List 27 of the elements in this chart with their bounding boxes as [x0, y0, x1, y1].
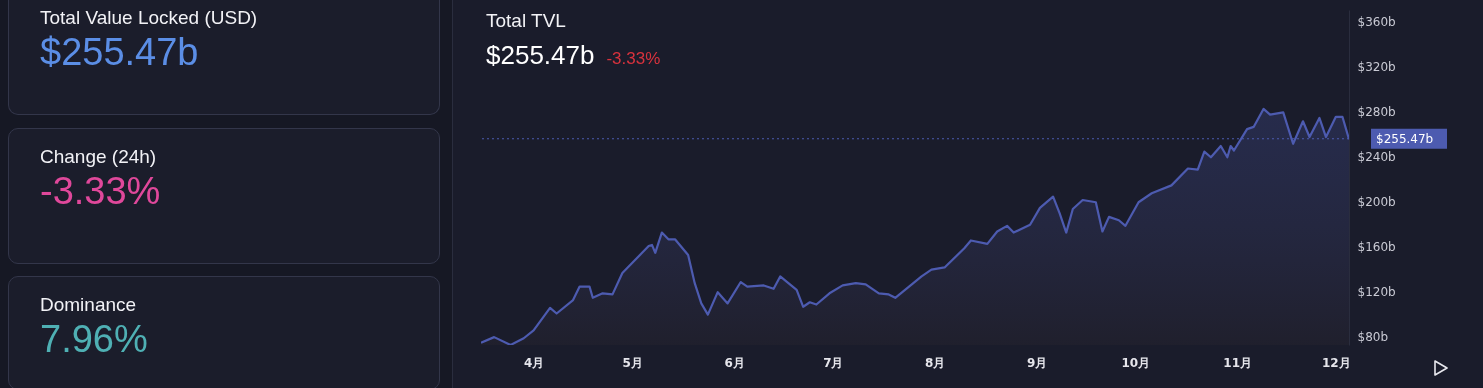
x-tick-label: 12月: [1322, 355, 1351, 370]
y-tick-label: $360b: [1357, 14, 1396, 29]
y-tick-label: $280b: [1357, 104, 1396, 119]
text: Change (24h): [40, 146, 157, 168]
text: Dominance: [40, 294, 137, 316]
y-tick-label: $160b: [1357, 239, 1396, 254]
text: Total Value Locked (USD): [40, 7, 258, 29]
x-tick-label: 10月: [1121, 355, 1151, 370]
x-tick-label: 5月: [622, 355, 643, 370]
y-tick-label: $200b: [1357, 194, 1396, 209]
text: $255.47b: [40, 31, 199, 74]
x-tick-label: 9月: [1026, 355, 1048, 370]
y-tick-label: $120b: [1357, 284, 1396, 299]
text: 7.96%: [40, 318, 148, 361]
annotation: -3.33%: [606, 49, 661, 68]
x-tick-label: 4月: [523, 355, 545, 370]
text: -3.33%: [40, 170, 161, 213]
x-tick-label: 11月: [1223, 355, 1253, 370]
y-tick-label: $240b: [1357, 149, 1396, 164]
x-tick-label: 7月: [823, 355, 844, 370]
y-tick-label: $80b: [1357, 329, 1389, 344]
chart-title: Total TVL: [486, 10, 566, 32]
x-tick-label: 6月: [724, 355, 745, 370]
y-tick-label: $320b: [1357, 59, 1396, 74]
x-tick-label: 8月: [925, 355, 946, 370]
ref-line-label: $255.47b: [1376, 131, 1434, 146]
text: $255.47b: [486, 40, 595, 70]
